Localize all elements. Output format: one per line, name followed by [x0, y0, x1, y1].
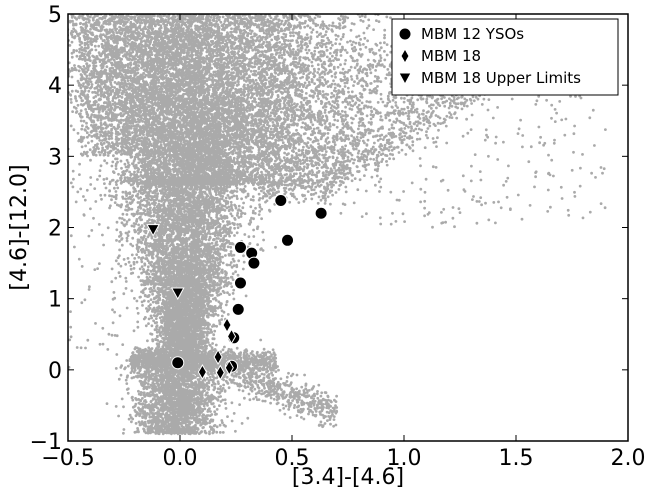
- data-point: [282, 234, 294, 246]
- y-tick-label: 2: [48, 217, 62, 242]
- y-axis-label: [4.6]-[12.0]: [7, 164, 32, 290]
- data-point: [275, 194, 287, 206]
- data-point: [232, 303, 244, 315]
- y-tick-label: −1: [30, 430, 62, 455]
- data-point: [234, 277, 246, 289]
- legend: MBM 12 YSOs MBM 18 MBM 18 Upper Limits: [392, 19, 618, 95]
- y-tick-label: 3: [48, 145, 62, 170]
- x-tick-label: 1.5: [499, 446, 534, 471]
- legend-entry: MBM 18: [421, 47, 481, 65]
- y-tick-label: 1: [48, 288, 62, 313]
- x-tick-label: 0.0: [163, 446, 198, 471]
- data-point: [248, 257, 260, 269]
- data-point: [315, 207, 327, 219]
- data-point: [234, 241, 246, 253]
- legend-marker: [399, 28, 411, 40]
- data-point: [172, 357, 184, 369]
- x-tick-label: 2.0: [611, 446, 646, 471]
- legend-entry: MBM 12 YSOs: [421, 25, 524, 43]
- legend-entry: MBM 18 Upper Limits: [421, 69, 581, 87]
- y-tick-label: 0: [48, 359, 62, 384]
- x-axis-label: [3.4]-[4.6]: [292, 465, 404, 490]
- data-point: [223, 318, 231, 332]
- y-tick-label: 5: [48, 3, 62, 28]
- y-tick-label: 4: [48, 74, 62, 99]
